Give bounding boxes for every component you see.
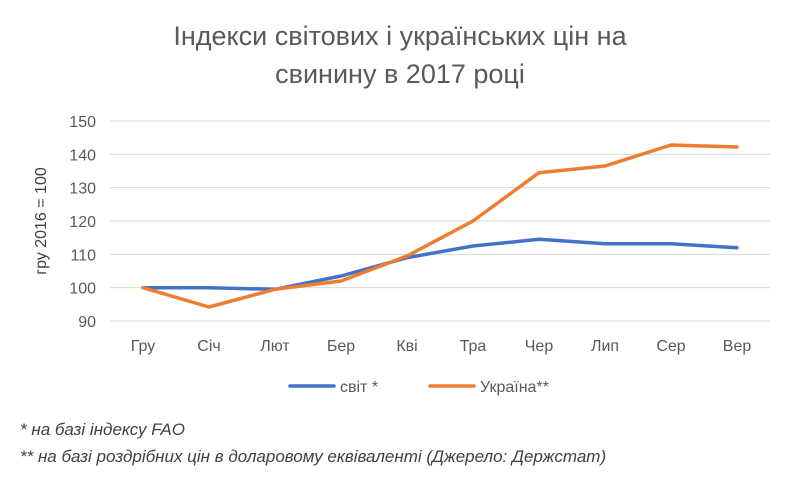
chart-title-line: Індекси світових і українських цін на	[173, 21, 627, 51]
y-tick-label: 150	[69, 114, 96, 131]
y-axis-title: гру 2016 = 100	[33, 167, 50, 275]
x-tick-label: Сер	[656, 338, 685, 355]
series-line-1	[141, 143, 739, 309]
x-tick-label: Лип	[591, 338, 619, 355]
x-tick-label: Кві	[396, 338, 417, 355]
y-tick-label: 140	[69, 147, 96, 164]
x-tick-label: Лют	[260, 338, 290, 355]
x-tick-label: Січ	[197, 338, 220, 355]
y-tick-label: 120	[69, 214, 96, 231]
x-tick-label: Чер	[525, 338, 554, 355]
x-tick-label: Гру	[131, 338, 155, 355]
x-tick-label: Бер	[327, 338, 355, 355]
x-tick-label: Тра	[460, 338, 487, 355]
gridlines	[110, 120, 770, 322]
chart-title: Індекси світових і українських цін на сви…	[173, 21, 627, 89]
series-lines	[141, 143, 739, 309]
chart-title-line: свинину в 2017 році	[275, 59, 525, 89]
legend-label: світ *	[340, 379, 378, 396]
legend: світ * Україна**	[288, 379, 549, 396]
y-tick-label: 90	[78, 314, 96, 331]
y-tick-label: 100	[69, 281, 96, 298]
footnote-ukrstat: ** на базі роздрібних цін в доларовому е…	[20, 447, 607, 466]
footnote-fao: * на базі індексу FAO	[20, 420, 185, 439]
y-tick-label: 110	[70, 247, 96, 264]
y-tick-label: 130	[69, 181, 96, 198]
x-axis-ticks: Гру Січ Лют Бер Кві Тра Чер Лип Сер Вер	[131, 338, 752, 355]
legend-label: Україна**	[480, 379, 549, 396]
x-tick-label: Вер	[723, 338, 752, 355]
series-line-0	[141, 237, 739, 292]
y-axis-ticks: 90 100 110 120 130 140 150	[69, 114, 96, 331]
